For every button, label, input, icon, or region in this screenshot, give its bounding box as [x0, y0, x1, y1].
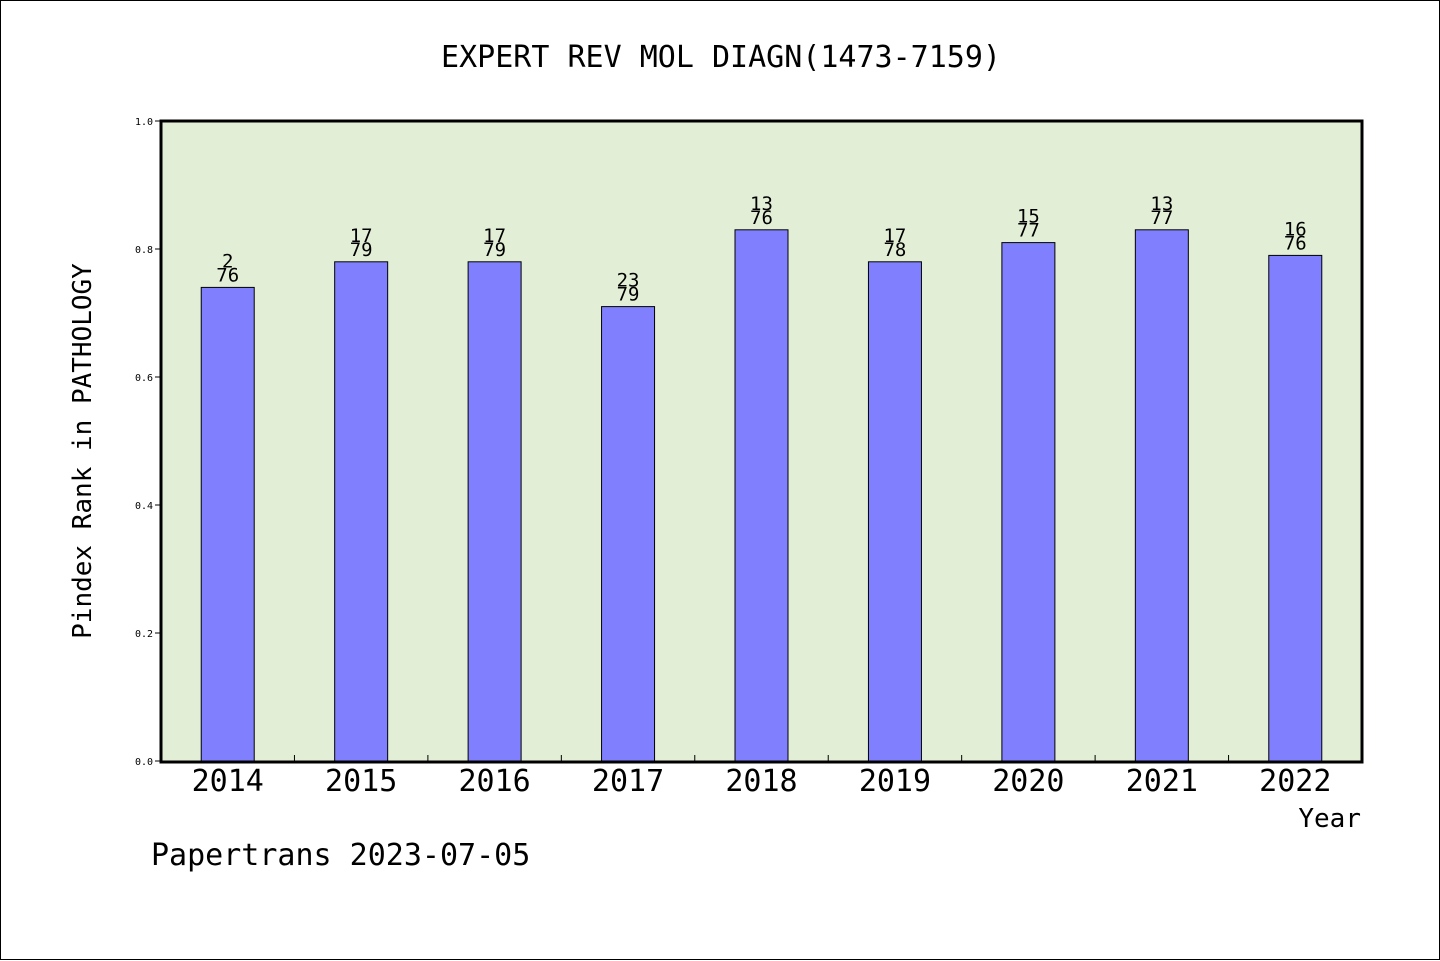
bar-rank-label: 17	[483, 225, 506, 247]
bars-group	[200, 229, 1323, 762]
y-axis-label: Pindex Rank in PATHOLOGY	[68, 263, 98, 639]
y-tick-label: 0.8	[135, 245, 153, 256]
bar-rank-label: 13	[750, 193, 773, 215]
x-axis: 2014 2015 2016 2017 2018 2019 2020 2021 2022	[192, 755, 1331, 799]
y-tick-label: 0.2	[135, 629, 153, 640]
bar	[200, 286, 255, 762]
bar-rank-label: 17	[883, 225, 906, 247]
bar-total-label: 78	[883, 239, 906, 261]
bar-rank-label: 2	[222, 250, 233, 272]
x-tick-label: 2018	[725, 764, 797, 799]
bar-total-label: 76	[216, 264, 239, 286]
bar-total-label: 77	[1017, 220, 1040, 242]
bar-rank-label: 13	[1150, 193, 1173, 215]
bar	[1134, 229, 1189, 762]
x-tick-label: 2021	[1126, 764, 1198, 799]
bar-total-label: 76	[1284, 232, 1307, 254]
bar-rank-label: 15	[1017, 206, 1040, 228]
chart-title: EXPERT REV MOL DIAGN(1473-7159)	[441, 40, 1001, 75]
bar	[1268, 254, 1323, 762]
y-tick-label: 0.6	[135, 373, 153, 384]
x-tick-label: 2014	[192, 764, 264, 799]
x-tick-label: 2019	[859, 764, 931, 799]
x-tick-label: 2020	[992, 764, 1064, 799]
bar-rank-label: 17	[350, 225, 373, 247]
y-axis: 0.0 0.2 0.4 0.6 0.8 1.0	[135, 117, 161, 768]
bar	[601, 306, 656, 762]
x-tick-label: 2015	[325, 764, 397, 799]
y-tick-label: 0.4	[135, 501, 153, 512]
bar	[1001, 242, 1056, 762]
bar	[334, 261, 389, 762]
y-tick-label: 1.0	[135, 117, 153, 128]
bar	[734, 229, 789, 762]
bar-rank-label: 23	[617, 270, 640, 292]
bar-total-label: 76	[750, 207, 773, 229]
footer-credit: Papertrans 2023-07-05	[151, 838, 530, 873]
plot-border	[159, 119, 1364, 764]
y-tick-label: 0.0	[135, 757, 153, 768]
bar-total-label: 79	[483, 239, 506, 261]
x-axis-label: Year	[1298, 804, 1361, 834]
x-tick-label: 2022	[1259, 764, 1331, 799]
bar-rank-label: 16	[1284, 218, 1307, 240]
bar-total-label: 79	[617, 284, 640, 306]
x-tick-label: 2016	[458, 764, 530, 799]
bar	[467, 261, 522, 762]
bar-total-label: 77	[1150, 207, 1173, 229]
bar	[867, 261, 922, 762]
x-tick-label: 2017	[592, 764, 664, 799]
bar-total-label: 79	[350, 239, 373, 261]
